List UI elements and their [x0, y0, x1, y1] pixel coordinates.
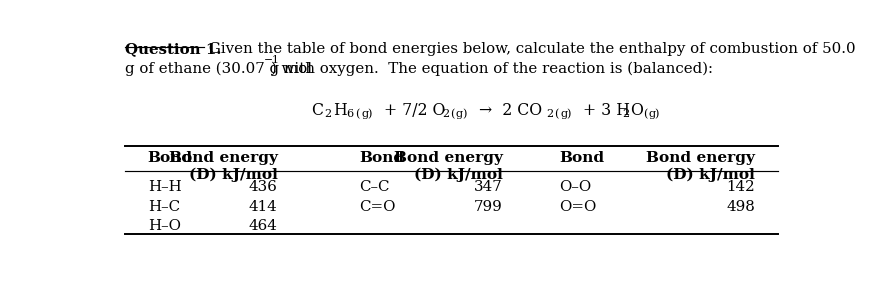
Text: 414: 414 — [248, 200, 278, 214]
Text: g: g — [455, 109, 463, 119]
Text: 464: 464 — [248, 219, 278, 233]
Text: 347: 347 — [474, 180, 503, 194]
Text: Bond energy
(D) kJ/mol: Bond energy (D) kJ/mol — [168, 150, 278, 182]
Text: 436: 436 — [248, 180, 278, 194]
Text: Bond energy
(D) kJ/mol: Bond energy (D) kJ/mol — [394, 150, 503, 182]
Text: + 7/2 O: + 7/2 O — [374, 102, 445, 119]
Text: g: g — [648, 109, 655, 119]
Text: H–C: H–C — [148, 200, 180, 214]
Text: Bond: Bond — [559, 150, 604, 164]
Text: 2: 2 — [442, 109, 450, 119]
Text: Bond energy
(D) kJ/mol: Bond energy (D) kJ/mol — [647, 150, 755, 182]
Text: O: O — [630, 102, 642, 119]
Text: (: ( — [642, 109, 648, 119]
Text: g: g — [560, 109, 567, 119]
Text: 2: 2 — [324, 109, 331, 119]
Text: H–H: H–H — [148, 180, 181, 194]
Text: C=O: C=O — [359, 200, 396, 214]
Text: (: ( — [355, 109, 359, 119]
Text: Bond: Bond — [148, 150, 193, 164]
Text: (: ( — [555, 109, 559, 119]
Text: ): ) — [655, 109, 659, 119]
Text: g of ethane (30.07 g mol: g of ethane (30.07 g mol — [125, 62, 312, 76]
Text: C–C: C–C — [359, 180, 389, 194]
Text: ) with oxygen.  The equation of the reaction is (balanced):: ) with oxygen. The equation of the react… — [271, 62, 714, 76]
Text: ): ) — [566, 109, 571, 119]
Text: Bond: Bond — [359, 150, 404, 164]
Text: 2: 2 — [546, 109, 553, 119]
Text: 2: 2 — [622, 109, 629, 119]
Text: + 3 H: + 3 H — [573, 102, 630, 119]
Text: (: ( — [450, 109, 455, 119]
Text: ): ) — [462, 109, 466, 119]
Text: →  2 CO: → 2 CO — [469, 102, 542, 119]
Text: C: C — [312, 102, 323, 119]
Text: Given the table of bond energies below, calculate the enthalpy of combustion of : Given the table of bond energies below, … — [204, 42, 856, 56]
Text: H: H — [333, 102, 347, 119]
Text: −1: −1 — [263, 55, 279, 65]
Text: H–O: H–O — [148, 219, 181, 233]
Text: g: g — [361, 109, 368, 119]
Text: ): ) — [367, 109, 372, 119]
Text: O=O: O=O — [559, 200, 596, 214]
Text: 498: 498 — [727, 200, 755, 214]
Text: 799: 799 — [474, 200, 503, 214]
Text: 142: 142 — [727, 180, 755, 194]
Text: 6: 6 — [346, 109, 353, 119]
Text: O–O: O–O — [559, 180, 592, 194]
Text: Question 1.: Question 1. — [125, 42, 222, 56]
